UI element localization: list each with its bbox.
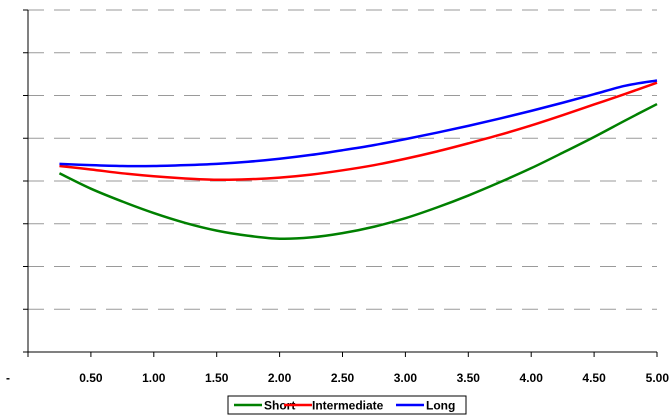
grid xyxy=(28,9,657,310)
x-tick-label-1: 0.50 xyxy=(79,371,103,385)
legend-label-short: Short xyxy=(264,399,295,413)
x-tick-label-0: - xyxy=(6,371,10,385)
x-tick-label-5: 2.50 xyxy=(331,371,355,385)
legend-label-long: Long xyxy=(426,399,455,413)
x-tick-label-10: 5.00 xyxy=(646,371,669,385)
x-tick-label-6: 3.00 xyxy=(394,371,418,385)
series-lines xyxy=(58,79,658,241)
legend-box xyxy=(227,395,467,415)
x-tick-label-3: 1.50 xyxy=(205,371,229,385)
legend: Short Intermediate Long xyxy=(227,395,467,415)
axes xyxy=(23,9,658,357)
x-tick-labels: - 0.50 1.00 1.50 2.00 2.50 3.00 3.50 4.00 4.50 5.0… xyxy=(6,371,669,385)
x-tick-label-9: 4.50 xyxy=(582,371,606,385)
x-tick-label-4: 2.00 xyxy=(268,371,292,385)
x-tick-label-2: 1.00 xyxy=(142,371,166,385)
series-line-short xyxy=(58,102,658,241)
x-tick-label-8: 4.00 xyxy=(520,371,544,385)
series-line-intermediate xyxy=(59,81,658,182)
legend-label-intermediate: Intermediate xyxy=(312,399,384,413)
series-line-long xyxy=(59,79,658,168)
x-tick-label-7: 3.50 xyxy=(457,371,481,385)
